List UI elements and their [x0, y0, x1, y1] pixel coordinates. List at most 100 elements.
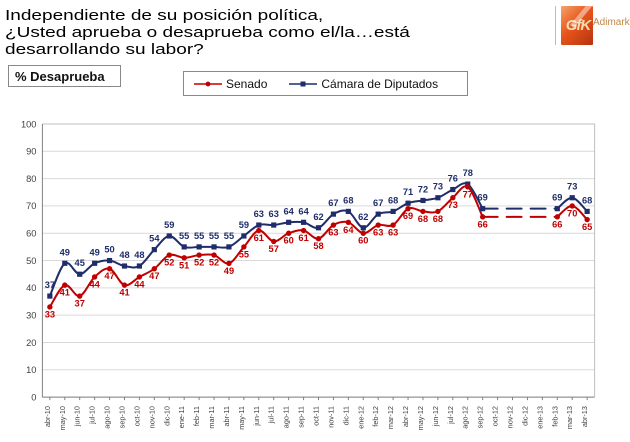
svg-text:52: 52: [164, 258, 174, 268]
svg-text:ago-12: ago-12: [461, 406, 470, 429]
svg-text:51: 51: [179, 260, 189, 270]
svg-text:61: 61: [298, 233, 308, 243]
svg-text:48: 48: [119, 250, 129, 260]
svg-text:ene-11: ene-11: [177, 406, 186, 428]
svg-text:66: 66: [478, 219, 488, 229]
svg-text:dic-12: dic-12: [520, 406, 529, 426]
svg-text:68: 68: [418, 214, 428, 224]
svg-text:61: 61: [254, 233, 264, 243]
svg-text:44: 44: [134, 279, 145, 289]
svg-text:66: 66: [552, 219, 562, 229]
svg-text:10: 10: [26, 365, 36, 375]
svg-text:jun-12: jun-12: [431, 406, 440, 427]
svg-text:77: 77: [463, 189, 473, 199]
svg-text:68: 68: [433, 214, 443, 224]
svg-text:sep-11: sep-11: [297, 406, 306, 428]
svg-text:sep-10: sep-10: [117, 406, 126, 428]
svg-text:68: 68: [343, 195, 353, 205]
svg-text:63: 63: [328, 228, 338, 238]
svg-text:mar-11: mar-11: [207, 406, 216, 428]
svg-text:63: 63: [388, 228, 398, 238]
svg-text:73: 73: [433, 182, 443, 192]
svg-text:73: 73: [448, 200, 458, 210]
svg-text:dic-11: dic-11: [341, 406, 350, 425]
svg-text:73: 73: [567, 182, 577, 192]
svg-text:oct-11: oct-11: [312, 406, 321, 426]
svg-text:58: 58: [313, 241, 323, 251]
svg-text:jun-11: jun-11: [252, 406, 261, 427]
svg-text:64: 64: [283, 206, 294, 216]
svg-text:may-10: may-10: [58, 406, 67, 430]
svg-text:55: 55: [179, 231, 189, 241]
svg-text:60: 60: [358, 236, 368, 246]
svg-text:ene-13: ene-13: [535, 406, 544, 429]
svg-text:jun-10: jun-10: [73, 406, 82, 427]
svg-text:49: 49: [224, 266, 234, 276]
svg-text:63: 63: [254, 209, 264, 219]
svg-text:37: 37: [75, 299, 85, 309]
svg-text:jul-10: jul-10: [88, 406, 97, 425]
svg-text:70: 70: [26, 201, 36, 211]
svg-text:67: 67: [328, 198, 338, 208]
svg-text:67: 67: [373, 198, 383, 208]
svg-text:20: 20: [26, 338, 36, 348]
svg-text:nov-10: nov-10: [147, 406, 156, 428]
svg-text:47: 47: [149, 271, 159, 281]
svg-text:59: 59: [164, 220, 174, 230]
svg-text:30: 30: [26, 310, 36, 320]
svg-text:80: 80: [26, 174, 36, 184]
svg-text:71: 71: [403, 187, 413, 197]
svg-text:59: 59: [239, 220, 249, 230]
svg-text:55: 55: [239, 249, 249, 259]
svg-text:abr-13: abr-13: [580, 406, 589, 427]
svg-text:40: 40: [26, 283, 36, 293]
svg-text:50: 50: [104, 245, 114, 255]
svg-text:63: 63: [269, 209, 279, 219]
svg-text:ago-11: ago-11: [282, 406, 291, 428]
svg-text:ene-12: ene-12: [356, 406, 365, 429]
svg-text:50: 50: [26, 256, 36, 266]
svg-text:feb-11: feb-11: [192, 406, 201, 426]
svg-text:dic-10: dic-10: [162, 406, 171, 426]
svg-text:sep-12: sep-12: [476, 406, 485, 428]
svg-text:60: 60: [26, 229, 36, 239]
svg-text:mar-12: mar-12: [386, 406, 395, 429]
svg-text:55: 55: [209, 231, 219, 241]
svg-text:mar-13: mar-13: [565, 406, 574, 429]
svg-text:45: 45: [75, 258, 85, 268]
svg-text:nov-11: nov-11: [326, 406, 335, 428]
svg-text:52: 52: [194, 258, 204, 268]
svg-text:33: 33: [45, 309, 55, 319]
svg-text:78: 78: [463, 168, 473, 178]
svg-text:69: 69: [478, 193, 488, 203]
svg-text:may-11: may-11: [237, 406, 246, 430]
svg-text:70: 70: [567, 208, 577, 218]
svg-text:0: 0: [31, 392, 36, 402]
svg-text:feb-13: feb-13: [550, 406, 559, 427]
svg-text:44: 44: [89, 279, 100, 289]
svg-text:feb-12: feb-12: [371, 406, 380, 427]
svg-text:oct-10: oct-10: [132, 406, 141, 426]
svg-text:37: 37: [45, 280, 55, 290]
svg-text:72: 72: [418, 184, 428, 194]
svg-text:62: 62: [313, 212, 323, 222]
svg-text:oct-12: oct-12: [491, 406, 500, 426]
svg-text:abr-10: abr-10: [43, 406, 52, 427]
svg-text:65: 65: [582, 222, 592, 232]
svg-text:69: 69: [552, 193, 562, 203]
svg-text:54: 54: [149, 234, 160, 244]
svg-text:ago-10: ago-10: [103, 406, 112, 429]
svg-text:68: 68: [582, 195, 592, 205]
svg-text:68: 68: [388, 195, 398, 205]
svg-text:63: 63: [373, 228, 383, 238]
svg-text:60: 60: [283, 236, 293, 246]
svg-text:90: 90: [26, 147, 36, 157]
svg-text:48: 48: [134, 250, 144, 260]
svg-text:62: 62: [358, 212, 368, 222]
svg-text:jul-11: jul-11: [267, 406, 276, 424]
svg-text:47: 47: [104, 271, 114, 281]
svg-text:49: 49: [89, 247, 99, 257]
svg-text:52: 52: [209, 258, 219, 268]
svg-text:64: 64: [298, 206, 309, 216]
svg-text:41: 41: [119, 288, 129, 298]
